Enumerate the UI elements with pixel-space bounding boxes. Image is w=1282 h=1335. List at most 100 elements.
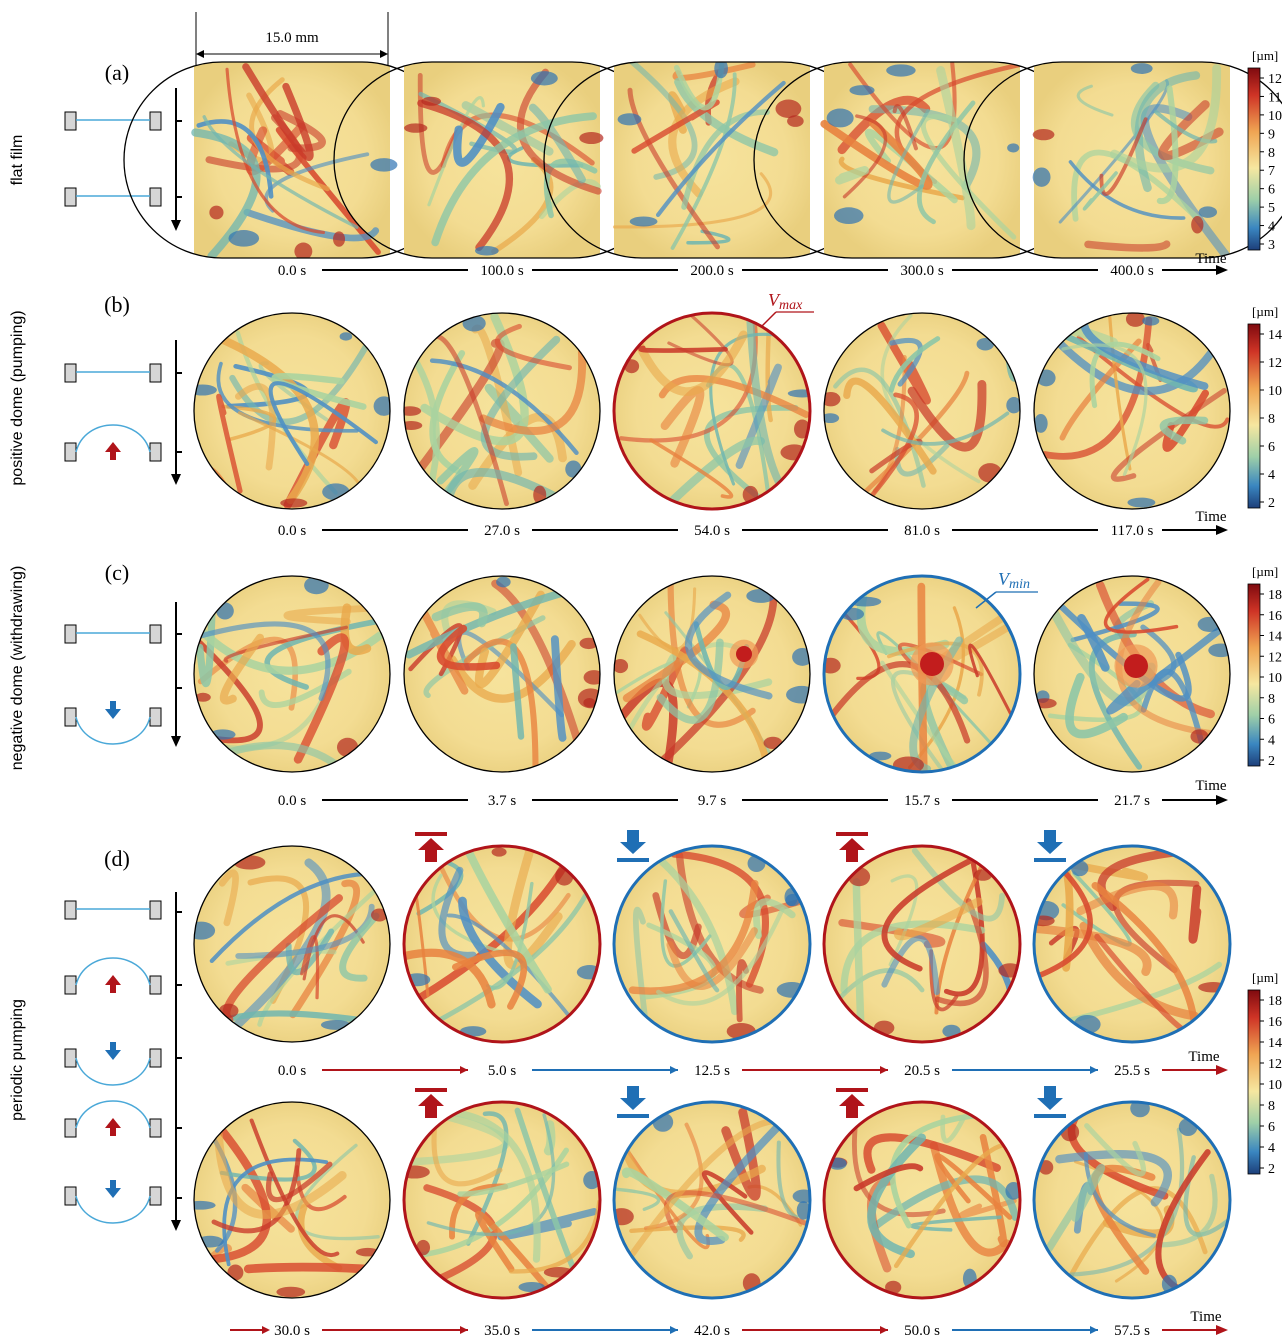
- row-label: (c): [105, 560, 129, 585]
- film-image: [193, 575, 391, 773]
- film-image: [123, 61, 461, 259]
- row-side-label: periodic pumping: [9, 999, 26, 1121]
- scale-bar: 15.0 mm: [195, 12, 389, 100]
- time-label: 0.0 s: [278, 263, 307, 279]
- film-image: [1032, 844, 1232, 1044]
- colorbar-tick-label: 12: [1268, 356, 1282, 371]
- timeline-arrowhead: [1090, 1066, 1098, 1074]
- colorbar-tick-label: 9: [1268, 127, 1275, 142]
- time-label: 5.0 s: [488, 1063, 517, 1079]
- up-arrow-icon: [105, 442, 121, 460]
- film-outline: [193, 575, 391, 773]
- row-label: (d): [104, 846, 130, 871]
- time-label: 15.7 s: [904, 793, 940, 809]
- pump-down-bar-icon: [1034, 1086, 1066, 1118]
- timeline-arrowhead: [1216, 1065, 1228, 1075]
- down-arrow-icon: [105, 701, 121, 719]
- colorbar-tick-label: 8: [1268, 692, 1275, 707]
- timeline-arrowhead: [1090, 1326, 1098, 1334]
- colorbar: [µm] 18 16 14 12 10 8 6 4 2: [1247, 970, 1282, 1177]
- timeline-arrowhead: [670, 1326, 678, 1334]
- row-side-label: positive dome (pumping): [9, 310, 26, 485]
- annotation-vmin: Vmin: [998, 569, 1030, 592]
- film-holder-icon: [64, 624, 162, 644]
- film-outline: [1032, 1100, 1232, 1300]
- colorbar-tick-label: 6: [1268, 183, 1275, 198]
- colorbar-tick-label: 8: [1268, 146, 1275, 161]
- time-axis-label: Time: [1195, 509, 1226, 525]
- film-outline: [193, 312, 391, 510]
- film-outline: [403, 312, 601, 510]
- time-axis-label: Time: [1195, 778, 1226, 794]
- colorbar-tick-label: 14: [1268, 1036, 1282, 1051]
- film-image: [822, 1100, 1022, 1300]
- time-label: 27.0 s: [484, 523, 520, 539]
- timeline-arrowhead: [880, 1326, 888, 1334]
- scale-bar-label: 15.0 mm: [265, 30, 319, 46]
- film-holder-icon: [64, 701, 162, 745]
- film-image: [193, 845, 391, 1043]
- colorbar: [µm] 12 11 10 9 8 7 6 5 4 3: [1247, 48, 1282, 253]
- time-label: 0.0 s: [278, 793, 307, 809]
- time-label: 25.5 s: [1114, 1063, 1150, 1079]
- hotspot-core: [1124, 654, 1148, 678]
- down-arrow-icon: [105, 1042, 121, 1060]
- annotation-leader: [761, 311, 777, 327]
- row-label: (b): [104, 292, 130, 317]
- time-label: 50.0 s: [904, 1323, 940, 1335]
- colorbar-tick-label: 6: [1268, 440, 1275, 455]
- time-label: 100.0 s: [480, 263, 524, 279]
- film-image: [612, 311, 812, 511]
- timeline-arrowhead: [1216, 795, 1228, 805]
- colorbar: [µm] 18 16 14 12 10 8 6 4 2: [1247, 564, 1282, 769]
- pump-up-bar-icon: [836, 1088, 868, 1118]
- colorbar-tick-label: 2: [1268, 1162, 1275, 1177]
- film-image: [822, 844, 1022, 1044]
- film-outline: [1033, 575, 1231, 773]
- colorbar-tick-label: 18: [1268, 994, 1282, 1009]
- colorbar-tick-label: 5: [1268, 201, 1275, 216]
- colorbar-tick-label: 18: [1268, 588, 1282, 603]
- time-label: 400.0 s: [1110, 263, 1154, 279]
- time-label: 57.5 s: [1114, 1323, 1150, 1335]
- time-label: 117.0 s: [1111, 523, 1154, 539]
- film-image: [963, 61, 1282, 259]
- film-outline: [612, 311, 812, 511]
- colorbar-tick-label: 12: [1268, 1057, 1282, 1072]
- pump-up-bar-icon: [836, 832, 868, 862]
- pump-up-bar-icon: [415, 832, 447, 862]
- timeline-arrowhead: [1216, 525, 1228, 535]
- time-label: 20.5 s: [904, 1063, 940, 1079]
- film-outline: [402, 844, 602, 1044]
- colorbar-tick-label: 2: [1268, 496, 1275, 511]
- film-holder-icon: [64, 424, 162, 462]
- colorbar-unit: [µm]: [1252, 304, 1278, 319]
- film-outline: [822, 574, 1022, 774]
- film-image: [612, 1100, 812, 1300]
- film-image: [333, 61, 671, 259]
- pump-down-bar-icon: [1034, 830, 1066, 862]
- colorbar-scale: [1247, 989, 1261, 1175]
- film-image: [823, 312, 1021, 510]
- colorbar-unit: [µm]: [1252, 564, 1278, 579]
- colorbar-tick-label: 14: [1268, 328, 1282, 343]
- film-outline: [1033, 312, 1231, 510]
- film-image: [402, 1100, 602, 1300]
- up-arrow-icon: [105, 975, 121, 993]
- timeline-arrowhead: [670, 1066, 678, 1074]
- time-label: 30.0 s: [274, 1323, 310, 1335]
- time-axis-label: Time: [1190, 1309, 1221, 1325]
- colorbar-scale: [1247, 323, 1261, 509]
- film-outline: [1032, 844, 1232, 1044]
- row-side-label: negative dome (withdrawing): [9, 566, 26, 771]
- film-image: [1032, 1100, 1232, 1300]
- annotation-vmax: Vmax: [768, 290, 803, 313]
- film-image: [403, 575, 601, 773]
- timeline-arrowhead: [460, 1066, 468, 1074]
- film-holder-icon: [64, 111, 162, 131]
- colorbar-tick-label: 3: [1268, 238, 1275, 253]
- film-image: [403, 312, 601, 510]
- timeline-arrowhead: [1216, 1325, 1228, 1335]
- colorbar-tick-label: 16: [1268, 1015, 1282, 1030]
